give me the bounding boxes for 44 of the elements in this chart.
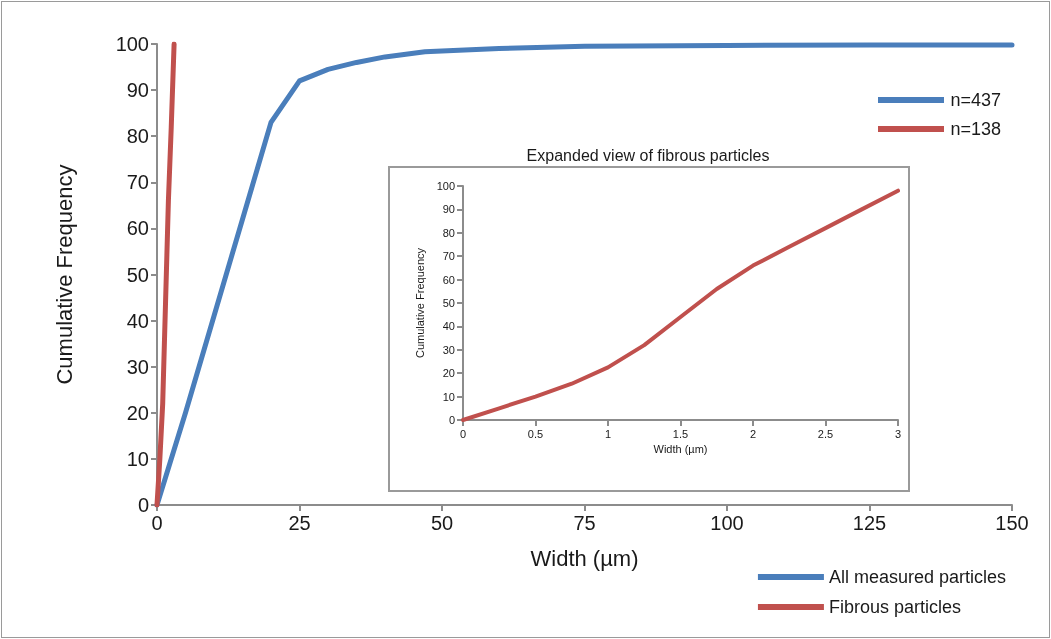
x-tick-label: 0.5 (527, 427, 544, 440)
x-tick-label: 75 (573, 512, 596, 534)
x-tick-label: 0 (151, 512, 163, 534)
y-tick-label: 0 (137, 494, 149, 516)
y-tick-label: 60 (126, 217, 149, 240)
y-axis-title: Cumulative Frequency (51, 164, 77, 385)
y-tick-label: 20 (126, 401, 149, 424)
y-tick-label: 20 (442, 367, 455, 380)
x-tick-label: 1 (604, 427, 612, 440)
y-tick-label: 40 (442, 320, 455, 333)
x-tick-label: 0 (459, 427, 467, 440)
y-tick-label: 90 (442, 203, 455, 216)
y-tick-label: 100 (436, 180, 455, 192)
y-tick-label: 10 (126, 447, 149, 470)
y-tick-label: 100 (115, 33, 149, 55)
y-tick-label: 50 (442, 297, 455, 309)
y-tick-label: 30 (126, 355, 149, 378)
y-tick-label: 40 (126, 309, 149, 332)
y-tick-label: 50 (126, 263, 149, 286)
y-tick-label: 80 (126, 125, 149, 148)
y-axis-title: Cumulative Frequency (414, 247, 427, 359)
y-tick-label: 80 (442, 226, 455, 239)
x-axis-title: Width (µm) (653, 443, 708, 456)
x-tick-label: 3 (894, 427, 902, 440)
x-tick-label: 25 (288, 512, 311, 534)
x-tick-label: 2.5 (817, 427, 834, 440)
x-tick-label: 125 (852, 512, 887, 534)
chart-title: Expanded view of fibrous particles (526, 146, 770, 164)
annotation: n=437 (950, 89, 1001, 111)
x-tick-label: 100 (710, 512, 744, 534)
x-tick-label: 2 (749, 427, 757, 440)
legend-label: Fibrous particles (828, 597, 961, 617)
y-tick-label: 90 (126, 79, 149, 102)
legend-label: All measured particles (828, 567, 1006, 587)
y-tick-label: 30 (442, 343, 455, 356)
annotation: n=138 (950, 118, 1001, 140)
y-tick-label: 0 (448, 414, 455, 426)
y-tick-label: 70 (442, 250, 455, 263)
y-tick-label: 10 (442, 390, 455, 403)
x-axis-title: Width (µm) (530, 545, 639, 571)
x-tick-label: 1.5 (672, 427, 689, 440)
y-tick-label: 60 (442, 273, 455, 286)
x-tick-label: 150 (995, 512, 1029, 534)
y-tick-label: 70 (126, 171, 149, 194)
